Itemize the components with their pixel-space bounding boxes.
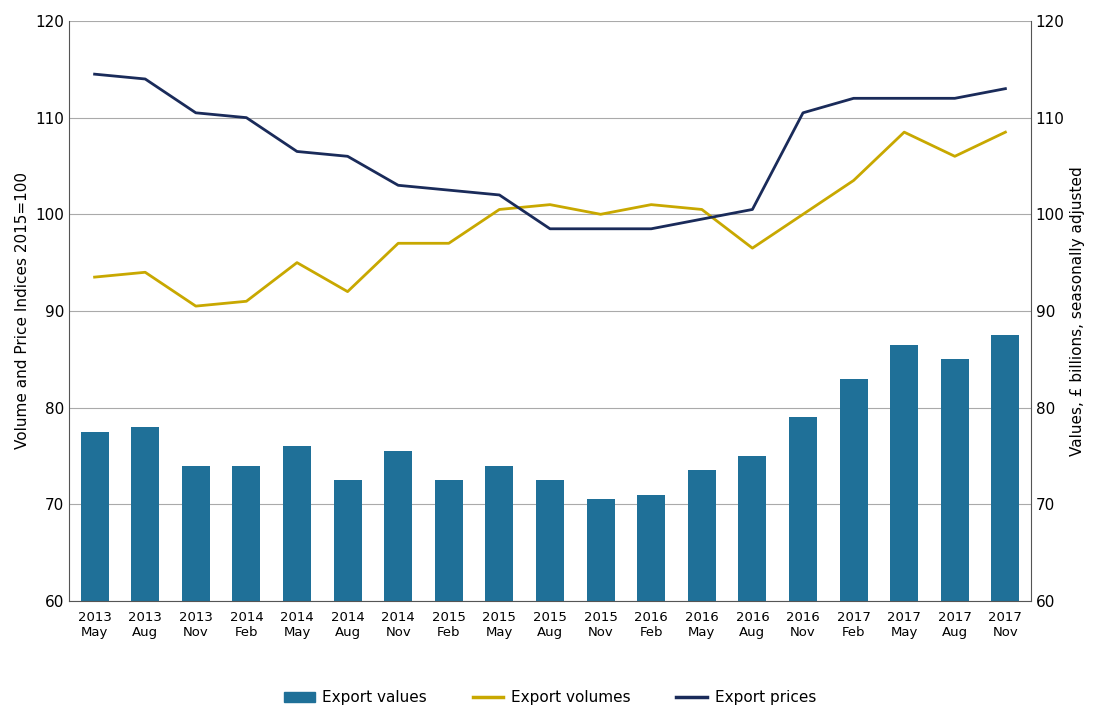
- Bar: [940, 360, 969, 719]
- Bar: [637, 495, 666, 719]
- Bar: [182, 466, 210, 719]
- Y-axis label: Values, £ billions, seasonally adjusted: Values, £ billions, seasonally adjusted: [1070, 166, 1085, 456]
- Bar: [738, 456, 767, 719]
- Bar: [384, 451, 412, 719]
- Bar: [991, 335, 1020, 719]
- Bar: [789, 417, 817, 719]
- Bar: [434, 480, 463, 719]
- Bar: [536, 480, 564, 719]
- Bar: [890, 345, 918, 719]
- Bar: [688, 470, 716, 719]
- Bar: [839, 379, 868, 719]
- Bar: [80, 431, 109, 719]
- Bar: [333, 480, 362, 719]
- Bar: [283, 446, 311, 719]
- Bar: [232, 466, 261, 719]
- Bar: [586, 500, 615, 719]
- Bar: [485, 466, 514, 719]
- Bar: [131, 427, 160, 719]
- Legend: Export values, Export volumes, Export prices: Export values, Export volumes, Export pr…: [278, 684, 822, 711]
- Y-axis label: Volume and Price Indices 2015=100: Volume and Price Indices 2015=100: [15, 173, 30, 449]
